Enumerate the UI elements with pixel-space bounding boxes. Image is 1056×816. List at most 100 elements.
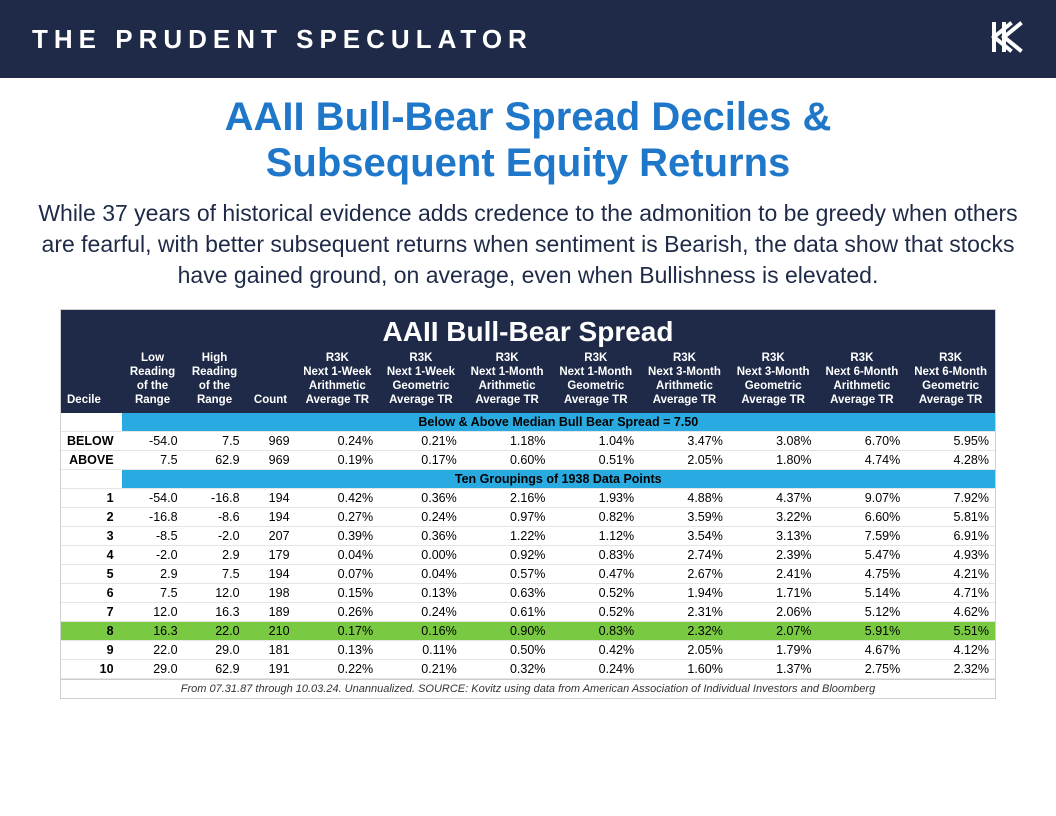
cell: 0.24% (379, 508, 463, 527)
table-row: BELOW-54.07.59690.24%0.21%1.18%1.04%3.47… (61, 432, 995, 451)
brand-title: THE PRUDENT SPECULATOR (32, 24, 533, 55)
cell: 9.07% (818, 489, 907, 508)
cell: 4.93% (906, 546, 995, 565)
cell: 7.92% (906, 489, 995, 508)
cell: ABOVE (61, 451, 122, 470)
col-header: R3KNext 1-MonthArithmeticAverage TR (463, 350, 552, 413)
cell: 0.17% (296, 622, 380, 641)
cell: 2.05% (640, 451, 729, 470)
cell: 7.5 (122, 451, 184, 470)
table-body: Below & Above Median Bull Bear Spread = … (61, 413, 995, 679)
cell: 2.06% (729, 603, 818, 622)
cell: 3.08% (729, 432, 818, 451)
cell: 2.9 (184, 546, 246, 565)
col-header: Decile (61, 350, 122, 413)
cell: 7.5 (184, 565, 246, 584)
cell: 0.36% (379, 489, 463, 508)
cell: 29.0 (184, 641, 246, 660)
cell: 4.28% (906, 451, 995, 470)
cell: 4.21% (906, 565, 995, 584)
cell: 2.41% (729, 565, 818, 584)
cell: 0.63% (463, 584, 552, 603)
cell: 0.27% (296, 508, 380, 527)
section-label: Below & Above Median Bull Bear Spread = … (122, 413, 995, 432)
cell: 2.67% (640, 565, 729, 584)
cell: 0.04% (379, 565, 463, 584)
table-row: 52.97.51940.07%0.04%0.57%0.47%2.67%2.41%… (61, 565, 995, 584)
cell: 2.32% (640, 622, 729, 641)
cell: 2.9 (122, 565, 184, 584)
cell: 5.51% (906, 622, 995, 641)
cell: 1.12% (551, 527, 640, 546)
cell: 181 (246, 641, 296, 660)
cell: 0.82% (551, 508, 640, 527)
cell: 2.39% (729, 546, 818, 565)
section-blank (61, 470, 122, 489)
cell: 1.93% (551, 489, 640, 508)
cell: 4.74% (818, 451, 907, 470)
cell: 10 (61, 660, 122, 679)
cell: 1.60% (640, 660, 729, 679)
cell: -8.6 (184, 508, 246, 527)
cell: 0.92% (463, 546, 552, 565)
cell: 0.13% (379, 584, 463, 603)
cell: -16.8 (122, 508, 184, 527)
cell: 0.51% (551, 451, 640, 470)
cell: 4.71% (906, 584, 995, 603)
cell: 5.95% (906, 432, 995, 451)
cell: 62.9 (184, 660, 246, 679)
cell: -2.0 (122, 546, 184, 565)
cell: 0.36% (379, 527, 463, 546)
cell: 969 (246, 451, 296, 470)
cell: 22.0 (122, 641, 184, 660)
cell: 0.07% (296, 565, 380, 584)
cell: 179 (246, 546, 296, 565)
cell: 198 (246, 584, 296, 603)
cell: 6.70% (818, 432, 907, 451)
cell: 5 (61, 565, 122, 584)
cell: 0.21% (379, 432, 463, 451)
cell: 16.3 (184, 603, 246, 622)
cell: -54.0 (122, 489, 184, 508)
cell: 0.42% (551, 641, 640, 660)
cell: 0.00% (379, 546, 463, 565)
section-blank (61, 413, 122, 432)
cell: 0.90% (463, 622, 552, 641)
cell: 12.0 (184, 584, 246, 603)
col-header: R3KNext 1-MonthGeometricAverage TR (551, 350, 640, 413)
cell: 0.61% (463, 603, 552, 622)
table-row: 2-16.8-8.61940.27%0.24%0.97%0.82%3.59%3.… (61, 508, 995, 527)
cell: 2.16% (463, 489, 552, 508)
cell: 969 (246, 432, 296, 451)
cell: 5.91% (818, 622, 907, 641)
cell: 12.0 (122, 603, 184, 622)
col-header: Count (246, 350, 296, 413)
col-header: R3KNext 3-MonthArithmeticAverage TR (640, 350, 729, 413)
cell: 16.3 (122, 622, 184, 641)
cell: 0.47% (551, 565, 640, 584)
cell: 9 (61, 641, 122, 660)
cell: 0.15% (296, 584, 380, 603)
cell: 2.74% (640, 546, 729, 565)
cell: 7.5 (122, 584, 184, 603)
cell: 5.47% (818, 546, 907, 565)
cell: 3.22% (729, 508, 818, 527)
cell: 1.94% (640, 584, 729, 603)
cell: 4.62% (906, 603, 995, 622)
cell: 3 (61, 527, 122, 546)
cell: 0.13% (296, 641, 380, 660)
cell: 194 (246, 508, 296, 527)
cell: 3.13% (729, 527, 818, 546)
cell: 0.32% (463, 660, 552, 679)
col-header: R3KNext 3-MonthGeometricAverage TR (729, 350, 818, 413)
cell: 7 (61, 603, 122, 622)
cell: 8 (61, 622, 122, 641)
col-header: R3KNext 1-WeekGeometricAverage TR (379, 350, 463, 413)
cell: 4 (61, 546, 122, 565)
cell: 2 (61, 508, 122, 527)
cell: -54.0 (122, 432, 184, 451)
table-row: 4-2.02.91790.04%0.00%0.92%0.83%2.74%2.39… (61, 546, 995, 565)
data-table-container: AAII Bull-Bear Spread DecileLowReadingof… (60, 309, 996, 699)
table-row: 3-8.5-2.02070.39%0.36%1.22%1.12%3.54%3.1… (61, 527, 995, 546)
cell: 0.60% (463, 451, 552, 470)
